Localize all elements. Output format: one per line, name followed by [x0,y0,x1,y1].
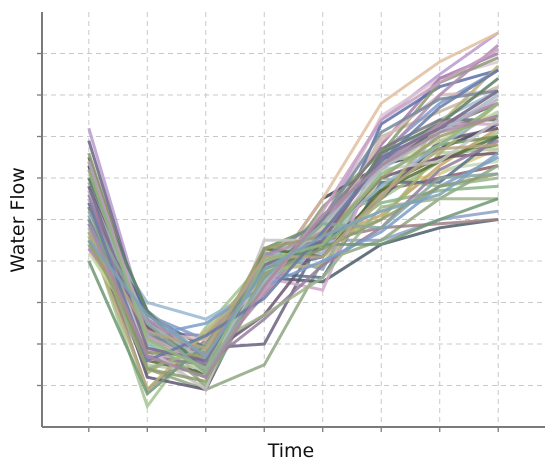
series-line-48 [87,101,499,359]
series-line-59 [87,114,499,380]
series-line-56 [87,143,499,350]
series-line-41 [87,89,499,367]
series-line-45 [87,197,499,371]
ticks [37,52,499,432]
y-axis-label: Water Flow [7,167,29,273]
series-line-53 [87,114,499,358]
series-group [87,31,500,410]
x-axis-label: Time [267,440,315,462]
series-line-57 [87,68,500,363]
series-line-60 [87,151,500,359]
series-line-49 [87,172,499,384]
grid [42,12,545,427]
